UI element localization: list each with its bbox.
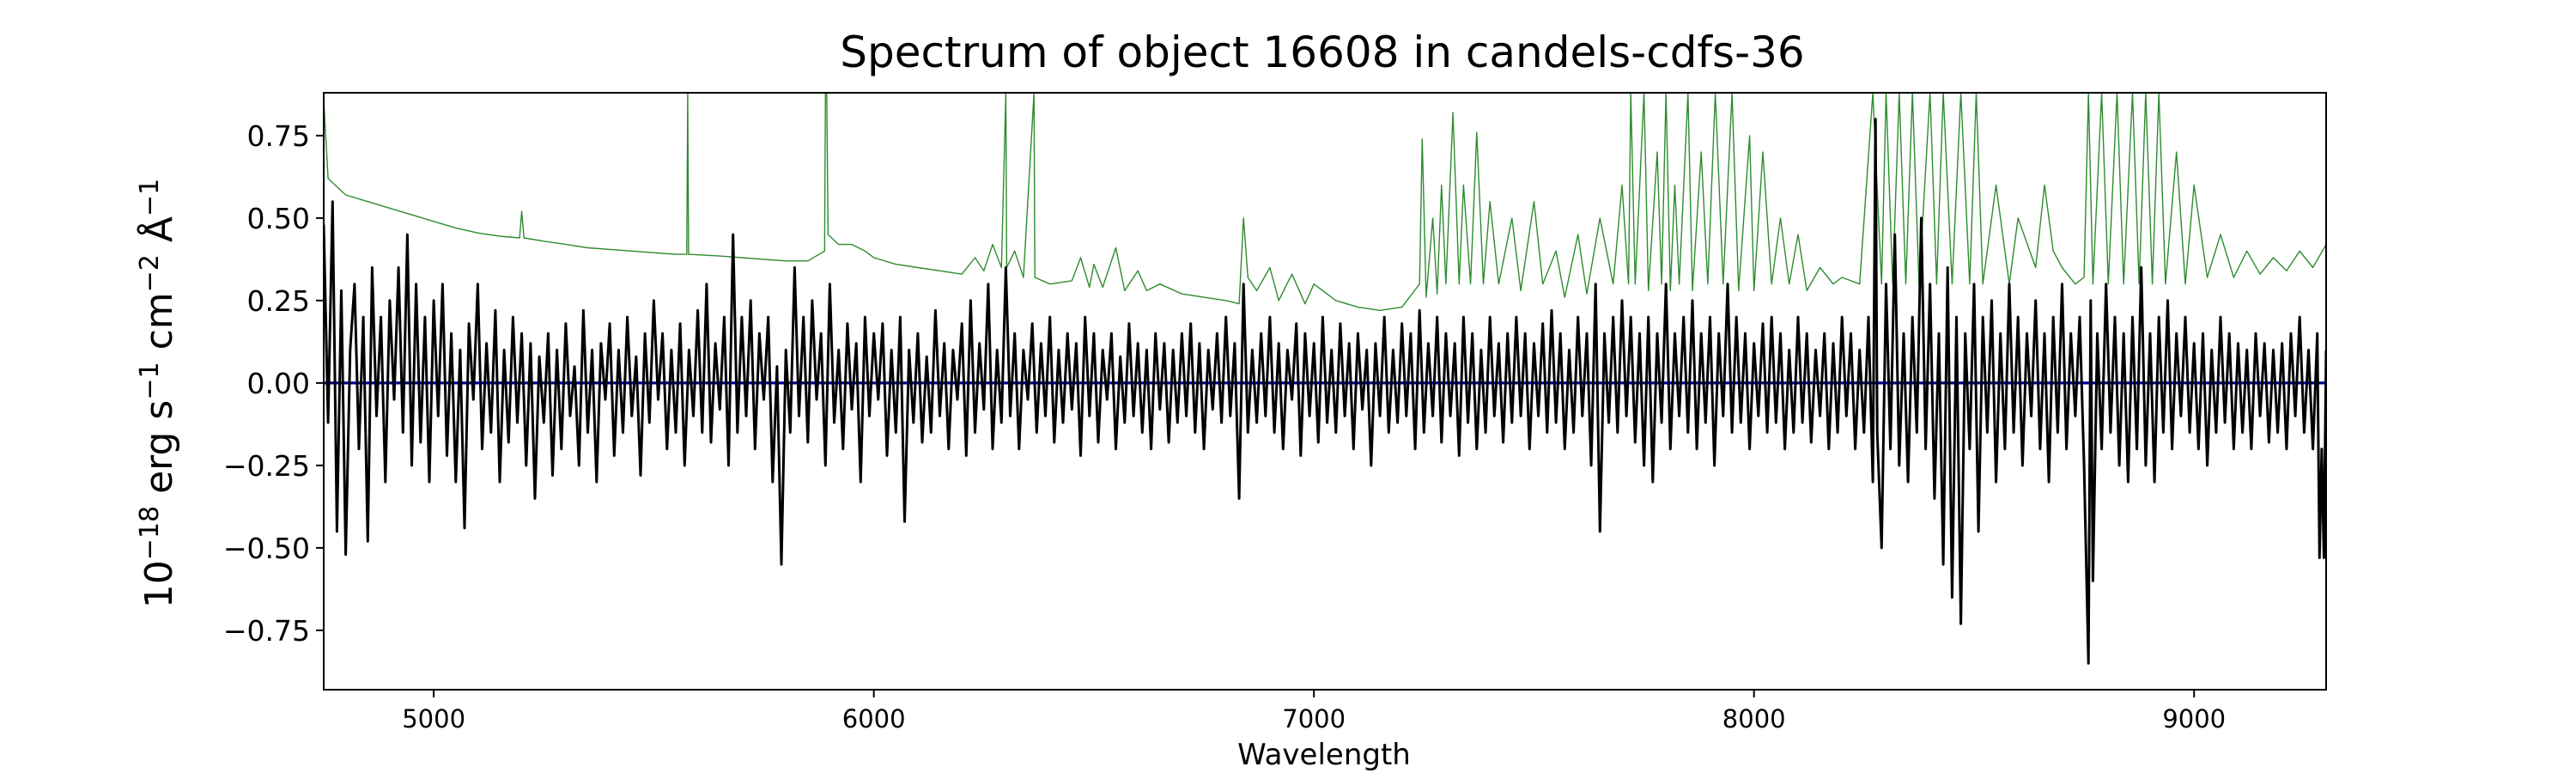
y-label-ang: Å: [136, 216, 181, 254]
y-tick-label: −0.75: [223, 614, 310, 648]
y-label-prefix-exp: −18: [135, 506, 165, 560]
y-axis-label: 10−18 erg s−1 cm−2 Å−1: [135, 179, 181, 608]
x-tick-label: 6000: [842, 704, 906, 733]
x-tick-label: 8000: [1722, 704, 1786, 733]
y-label-cm: cm: [137, 292, 181, 362]
x-tick-label: 7000: [1282, 704, 1346, 733]
x-axis-label: Wavelength: [1237, 738, 1411, 772]
y-label-ang-exp: −1: [135, 179, 165, 216]
y-label-prefix: 10: [137, 560, 181, 608]
y-label-cm-exp: −2: [135, 254, 165, 292]
spectrum-series-line: [324, 118, 2326, 665]
y-tick-label: 0.50: [247, 202, 310, 235]
sky-series-line: [324, 93, 2326, 312]
x-tick-label: 9000: [2162, 704, 2226, 733]
y-axis: 0.75 0.50 0.25 0.00 −0.25 −0.50 −0.75: [223, 119, 324, 648]
y-label-erg: erg s: [137, 400, 181, 506]
y-tick-label: −0.50: [223, 532, 310, 565]
y-tick-label: 0.75: [247, 119, 310, 153]
plot-area: [324, 93, 2326, 665]
y-tick-label: 0.00: [247, 367, 310, 400]
y-tick-label: −0.25: [223, 449, 310, 483]
y-label-s-exp: −1: [135, 362, 165, 399]
x-axis: 5000 6000 7000 8000 9000: [402, 690, 2226, 733]
axes-frame: [323, 92, 2327, 691]
x-tick-label: 5000: [402, 704, 465, 733]
y-tick-label: 0.25: [247, 284, 310, 318]
chart-title: Spectrum of object 16608 in candels-cdfs…: [840, 27, 1805, 77]
